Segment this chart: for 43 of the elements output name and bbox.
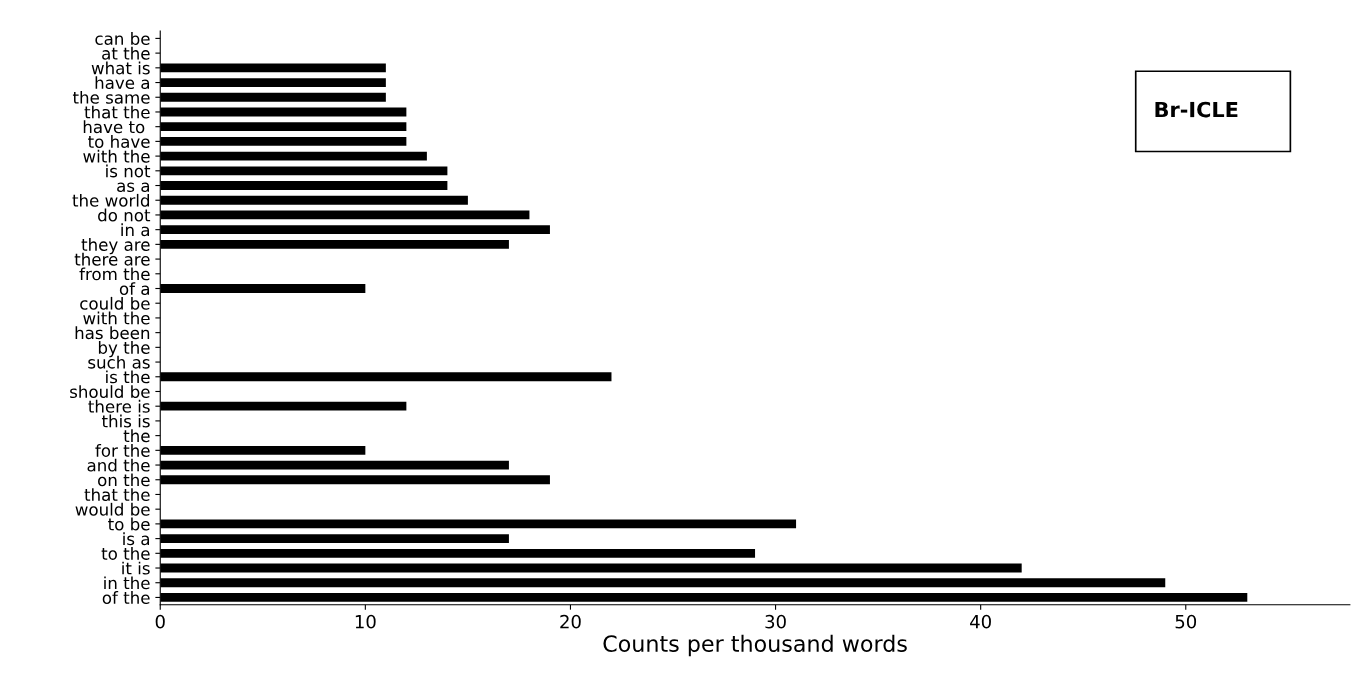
y-tick-label: of the (102, 591, 150, 605)
y-tick-label: this is (101, 414, 150, 428)
y-tick-label: to have (88, 135, 150, 148)
y-tick-label: that the (84, 105, 150, 119)
y-tick-label: do not (98, 208, 151, 222)
y-tick-label: have a (95, 76, 150, 90)
x-tick-label: 0 (155, 614, 165, 629)
y-tick-label: there is (88, 399, 150, 413)
y-tick-label: has been (75, 326, 150, 340)
y-tick-label: it is (122, 561, 150, 575)
y-tick-label: what is (91, 61, 150, 75)
y-tick-label: on the (98, 473, 150, 487)
x-axis-title: Counts per thousand words (603, 634, 907, 657)
y-tick-label: to be (108, 517, 150, 531)
y-tick-label: for the (95, 444, 150, 457)
y-tick-label: could be (80, 296, 150, 310)
y-tick-label: would be (75, 502, 150, 516)
y-tick-label: is not (106, 164, 151, 178)
y-tick-label: to the (101, 546, 150, 560)
y-tick-label: is the (106, 370, 150, 384)
y-tick-label: in the (104, 576, 150, 590)
y-tick-label: in a (121, 223, 150, 237)
x-tick-label: 30 (765, 614, 786, 629)
y-tick-label: have to (83, 120, 145, 134)
y-tick-label: is a (123, 532, 150, 546)
x-tick-label: 40 (970, 614, 991, 629)
y-tick-label: can be (95, 32, 150, 45)
y-tick-label: from the (79, 267, 150, 281)
y-tick-label: the world (72, 193, 150, 207)
y-tick-label: the same (72, 90, 150, 104)
y-tick-label: with the (83, 149, 150, 163)
y-tick-label: the (123, 429, 150, 443)
y-tick-label: that the (84, 488, 150, 502)
y-tick-label: with the (83, 311, 150, 325)
y-tick-label: at the (102, 46, 150, 60)
x-tick-label: 20 (560, 614, 581, 629)
y-tick-label: as a (117, 182, 150, 193)
y-tick-label: and the (87, 458, 150, 472)
y-tick-label: of a (119, 282, 150, 296)
x-tick-label: 50 (1175, 614, 1197, 629)
annotation: Br-ICLE (1155, 101, 1238, 118)
x-tick-label: 10 (355, 614, 376, 629)
y-tick-label: should be (70, 385, 150, 399)
